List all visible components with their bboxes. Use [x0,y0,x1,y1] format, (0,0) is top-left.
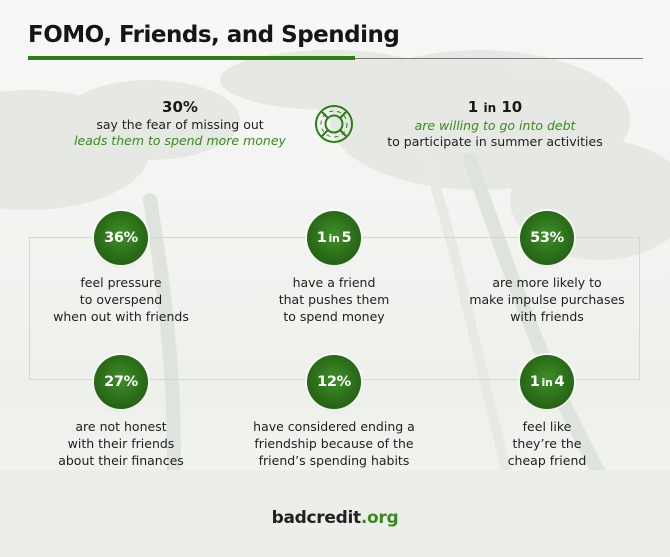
lifebuoy-icon [315,105,353,143]
stat-caption-2: have a friend that pushes them to spend … [278,275,390,324]
top-stat-right-line1: are willing to go into debt [414,118,576,133]
stat-badge-5: 12% [307,355,361,409]
stat-badge-3: 53% [520,211,574,265]
brand-logo: badcredit.org [0,508,670,528]
title-divider [355,58,643,59]
top-stat-left-line1: say the fear of missing out [96,117,264,132]
top-stat-right: 1 in 10 are willing to go into debt to p… [380,97,610,150]
stat-caption-4: are not honest with their friends about … [58,419,184,468]
top-stat-right-line2: to participate in summer activities [387,134,603,149]
stat-badge-6: 1 in 4 [520,355,574,409]
stat-badge-4: 27% [94,355,148,409]
top-stat-right-value: 1 in 10 [467,98,523,116]
stat-badge-2: 1 in 5 [307,211,361,265]
brand-tld: .org [360,508,399,528]
stat-caption-3: are more likely to make impulse purchase… [469,275,625,324]
top-stat-left-value: 30% [162,98,198,116]
top-stat-left-line2: leads them to spend more money [74,133,286,148]
top-stat-left: 30% say the fear of missing out leads th… [70,97,290,149]
stat-caption-1: feel pressure to overspend when out with… [53,275,189,324]
title-underline [28,56,355,60]
stat-badge-1: 36% [94,211,148,265]
stat-caption-6: feel like they’re the cheap friend [507,419,587,468]
stat-caption-5: have considered ending a friendship beca… [253,419,415,468]
page-title: FOMO, Friends, and Spending [28,22,400,48]
brand-name: badcredit [271,508,362,528]
